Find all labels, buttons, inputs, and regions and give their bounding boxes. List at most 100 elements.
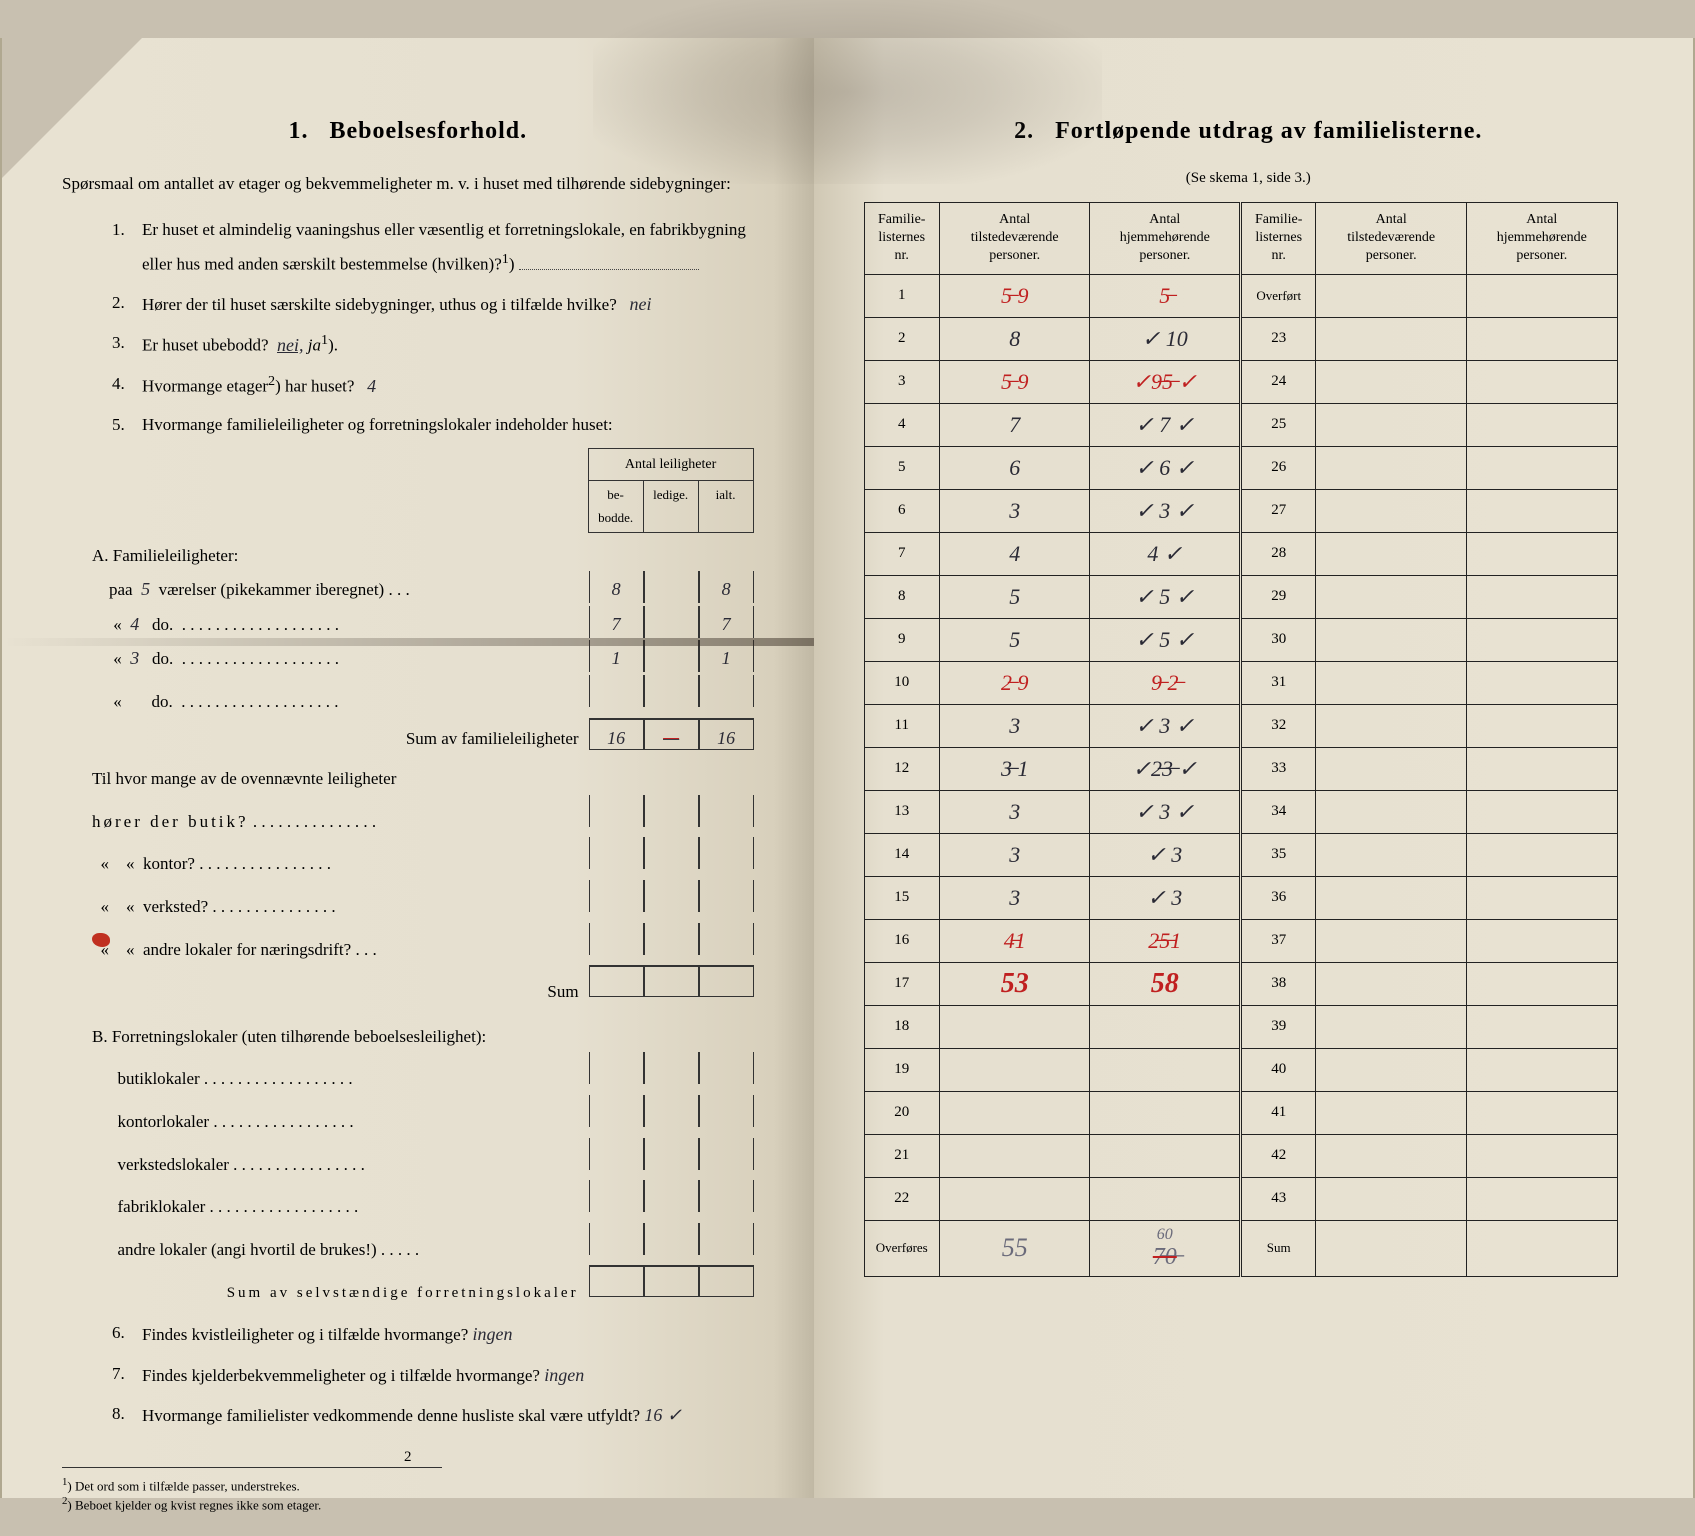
cell-nr-b: 43 [1241,1177,1316,1220]
cell-b-b [1466,1177,1617,1220]
heading-text: Beboelsesforhold. [329,118,527,144]
cell-nr-b: 38 [1241,962,1316,1005]
folded-corner [2,38,142,178]
cell-a: 7 [939,403,1090,446]
cell-b: ✓ 5 ✓ [1090,575,1241,618]
q4-answer: 4 [367,369,376,403]
cell-b-b [1466,962,1617,1005]
cell-b-b [1466,575,1617,618]
th-hjemme-b: Antalhjemmehørendepersoner. [1466,203,1617,275]
cell-nr-b: 33 [1241,747,1316,790]
a-do-3: do. [152,649,173,668]
question-list: 1. Er huset et almindelig vaaningshus el… [112,214,754,442]
q8-text: Hvormange familielister vedkommende denn… [142,1406,640,1425]
footnote-1: 1) Det ord som i tilfælde passer, unders… [62,1476,442,1494]
table-row: 22 43 [864,1177,1617,1220]
cell-b: ✓ 3 ✓ [1090,704,1241,747]
cell-a: 5̶ 9 [939,274,1090,317]
cell-b: ✓ 3 [1090,833,1241,876]
cell-b-b [1466,876,1617,919]
th-tilstede-b: Antaltilstedeværendepersoner. [1316,203,1467,275]
cell-nr-b: 31 [1241,661,1316,704]
a-sum-label: Sum av familieleiligheter [92,724,589,755]
cell-nr-b: 24 [1241,360,1316,403]
horer-kontor: « « kontor? . . . . . . . . . . . . . . … [92,837,754,880]
cell-b: 9̶ 2̶ [1090,661,1241,704]
cell-nr-a: 17 [864,962,939,1005]
cell-a-b [1316,704,1467,747]
cell-b [1090,1048,1241,1091]
th-nr-a: Familie-listernesnr. [864,203,939,275]
cell-b-b [1466,747,1617,790]
cell-nr-a: 10 [864,661,939,704]
a3-b: 1 [612,642,621,674]
cell-b-b [1466,790,1617,833]
family-table: Familie-listernesnr. Antaltilstedeværend… [864,202,1618,1277]
cell-nr-b: 32 [1241,704,1316,747]
cell-nr-a: 22 [864,1177,939,1220]
table-row: 63✓ 3 ✓27 [864,489,1617,532]
heading-number: 1. [288,118,308,144]
cell-nr-b: 39 [1241,1005,1316,1048]
cell-a [939,1005,1090,1048]
verksted-label: verksted? [143,897,208,916]
cell-b-b [1466,532,1617,575]
cell-b-b [1466,403,1617,446]
sum-label-2: Sum [92,977,589,1008]
cell-nr-b: 34 [1241,790,1316,833]
cell-a-b [1316,446,1467,489]
asum-b: 16 [607,722,625,754]
cell-b: ✓2̶3̶ ✓ [1090,747,1241,790]
q7-answer: ingen [544,1358,584,1392]
question-2: 2. Hører der til huset særskilte sidebyg… [112,287,754,321]
cell-b-b [1466,919,1617,962]
cell-nr-a: 21 [864,1134,939,1177]
q6-text: Findes kvistleiligheter og i tilfælde hv… [142,1325,468,1344]
water-stain [593,0,1102,184]
cell-a: 5 [939,618,1090,661]
q3-text: Er huset ubebodd? [142,336,269,355]
cell-a: 5 [939,575,1090,618]
cell-nr-a: 16 [864,919,939,962]
cell-a-b [1316,1091,1467,1134]
cell-nr-b: 28 [1241,532,1316,575]
til-hvor: Til hvor mange av de ovennævnte leilighe… [92,764,754,795]
asum-i: 16 [717,722,735,754]
th-ledige: ledige. [644,481,699,532]
cell-nr-a: 11 [864,704,939,747]
cell-b: 4 ✓ [1090,532,1241,575]
a-rooms-3: 3 [130,642,139,674]
section-5-body: Antal leiligheter be-bodde. ledige. ialt… [92,448,754,1308]
cell-a-b [1316,317,1467,360]
cell-b [1090,1177,1241,1220]
table-row: 1940 [864,1048,1617,1091]
overfores-label: Overføres [864,1220,939,1276]
overfores-a: 55 [939,1220,1090,1276]
right-page: 2. Fortløpende utdrag av familielisterne… [814,38,1695,1498]
sum-row-2: Sum [92,965,754,1008]
q4-rest: ) har huset? [275,377,354,396]
q6-answer: ingen [473,1317,513,1351]
cell-b-b [1466,1048,1617,1091]
foot1-text: Det ord som i tilfælde passer, understre… [75,1479,300,1494]
cell-nr-a: 6 [864,489,939,532]
cell-b-b [1466,704,1617,747]
cell-a-b [1316,1134,1467,1177]
a2-b: 7 [612,608,621,640]
table-row: 102̶ 99̶ 2̶31 [864,661,1617,704]
cell-a-b [1316,962,1467,1005]
question-4: 4. Hvormange etager2) har huset? 4 [112,368,754,403]
cell-a [939,1048,1090,1091]
cell-nr-a: 8 [864,575,939,618]
th-top: Antal leiligheter [589,449,753,481]
q1-text: Er huset et almindelig vaaningshus eller… [142,220,746,274]
th-ialt: ialt. [699,481,753,532]
cell-b [1090,1134,1241,1177]
cell-b: ✓ 5 ✓ [1090,618,1241,661]
q1-dotline [519,269,699,270]
red-ink-stain [92,933,110,947]
a-row-4: « do. . . . . . . . . . . . . . . . . . … [92,675,754,718]
cell-a: 5̶ 9 [939,360,1090,403]
a-do-2: do. [152,615,173,634]
th-nr-b: Familie-listernesnr. [1241,203,1316,275]
